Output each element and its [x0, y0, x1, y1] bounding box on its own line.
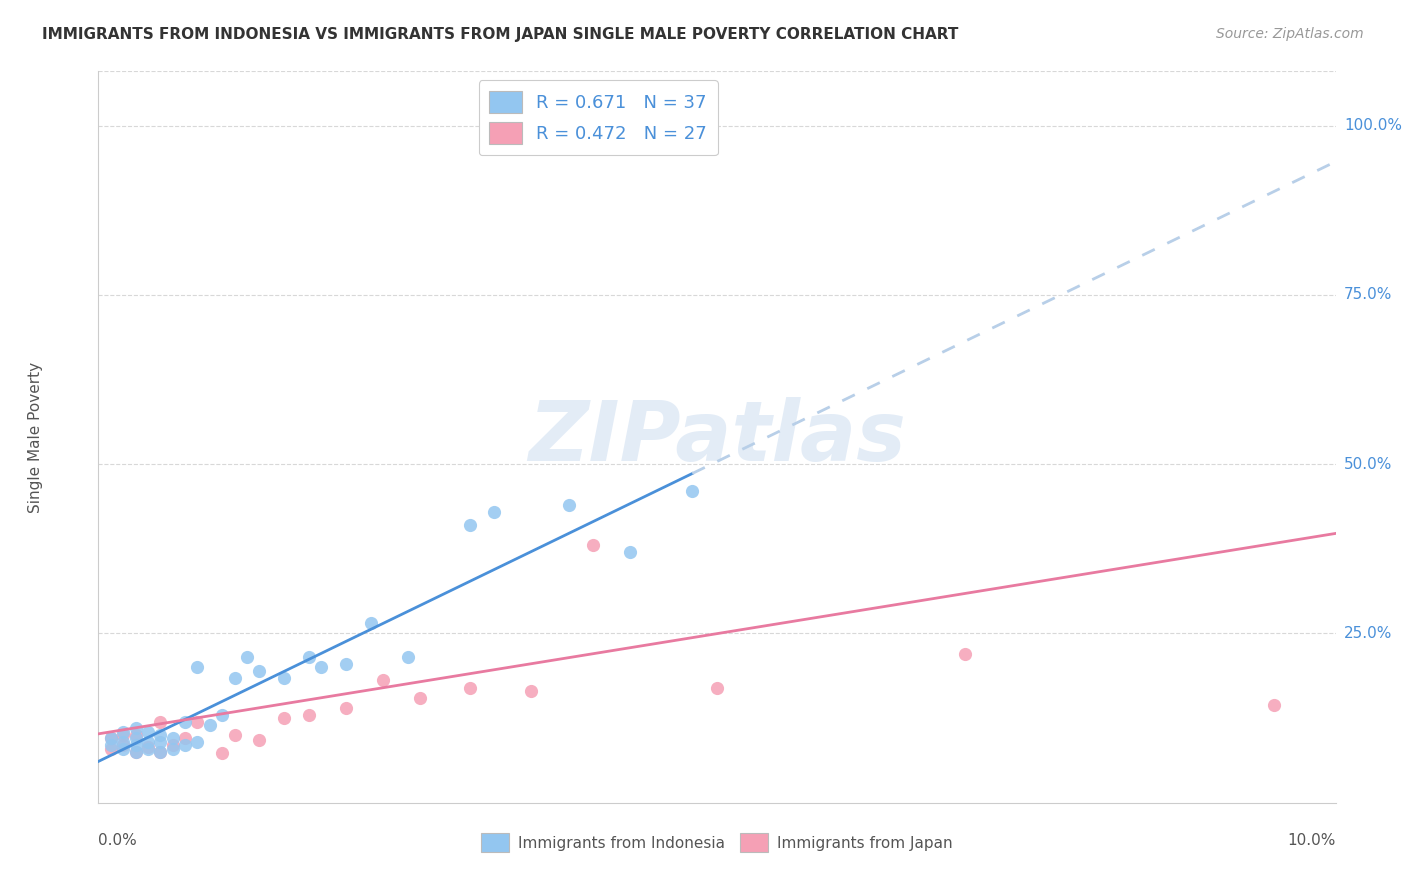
Point: [124, 745, 146, 759]
Point: [224, 728, 246, 742]
Point: [1263, 698, 1285, 712]
Text: Source: ZipAtlas.com: Source: ZipAtlas.com: [1216, 27, 1364, 41]
Point: [100, 738, 122, 752]
Point: [409, 690, 432, 705]
Point: [335, 701, 357, 715]
Point: [112, 738, 135, 752]
Point: [149, 735, 172, 749]
Point: [100, 731, 122, 746]
Point: [162, 741, 184, 756]
Point: [149, 745, 172, 759]
Point: [124, 728, 146, 742]
Point: [247, 733, 270, 747]
Text: 10.0%: 10.0%: [1288, 833, 1336, 848]
Text: 100.0%: 100.0%: [1344, 118, 1402, 133]
Point: [124, 738, 146, 752]
Point: [458, 681, 481, 695]
Legend: Immigrants from Indonesia, Immigrants from Japan: Immigrants from Indonesia, Immigrants fr…: [472, 824, 962, 861]
Point: [458, 518, 481, 533]
Point: [607, 119, 630, 133]
Point: [953, 647, 976, 661]
Point: [371, 673, 394, 687]
Point: [247, 664, 270, 678]
Point: [136, 735, 159, 749]
Point: [174, 714, 197, 729]
Point: [186, 714, 208, 729]
Text: IMMIGRANTS FROM INDONESIA VS IMMIGRANTS FROM JAPAN SINGLE MALE POVERTY CORRELATI: IMMIGRANTS FROM INDONESIA VS IMMIGRANTS …: [42, 27, 959, 42]
Point: [136, 741, 159, 756]
Text: 0.0%: 0.0%: [98, 833, 138, 848]
Point: [124, 745, 146, 759]
Point: [619, 545, 641, 559]
Point: [273, 711, 295, 725]
Text: Single Male Poverty: Single Male Poverty: [28, 361, 44, 513]
Point: [360, 616, 382, 631]
Point: [124, 721, 146, 735]
Point: [124, 731, 146, 746]
Point: [484, 505, 506, 519]
Point: [136, 724, 159, 739]
Point: [335, 657, 357, 671]
Point: [273, 671, 295, 685]
Point: [298, 650, 321, 665]
Point: [520, 684, 543, 698]
Point: [162, 731, 184, 746]
Point: [149, 745, 172, 759]
Point: [309, 660, 332, 674]
Point: [174, 731, 197, 746]
Point: [236, 650, 259, 665]
Point: [136, 740, 159, 755]
Point: [224, 671, 246, 685]
Point: [198, 718, 221, 732]
Point: [298, 707, 321, 722]
Point: [186, 660, 208, 674]
Point: [396, 650, 419, 665]
Point: [162, 738, 184, 752]
Point: [149, 714, 172, 729]
Point: [112, 735, 135, 749]
Text: 25.0%: 25.0%: [1344, 626, 1392, 641]
Text: ZIPatlas: ZIPatlas: [529, 397, 905, 477]
Text: 50.0%: 50.0%: [1344, 457, 1392, 472]
Point: [211, 707, 233, 722]
Point: [557, 498, 579, 512]
Point: [149, 728, 172, 742]
Point: [582, 538, 605, 552]
Point: [112, 724, 135, 739]
Point: [681, 484, 703, 499]
Point: [112, 728, 135, 742]
Point: [211, 747, 233, 761]
Point: [112, 741, 135, 756]
Point: [100, 731, 122, 746]
Point: [174, 738, 197, 752]
Text: 75.0%: 75.0%: [1344, 287, 1392, 302]
Point: [100, 741, 122, 756]
Point: [706, 681, 728, 695]
Point: [186, 735, 208, 749]
